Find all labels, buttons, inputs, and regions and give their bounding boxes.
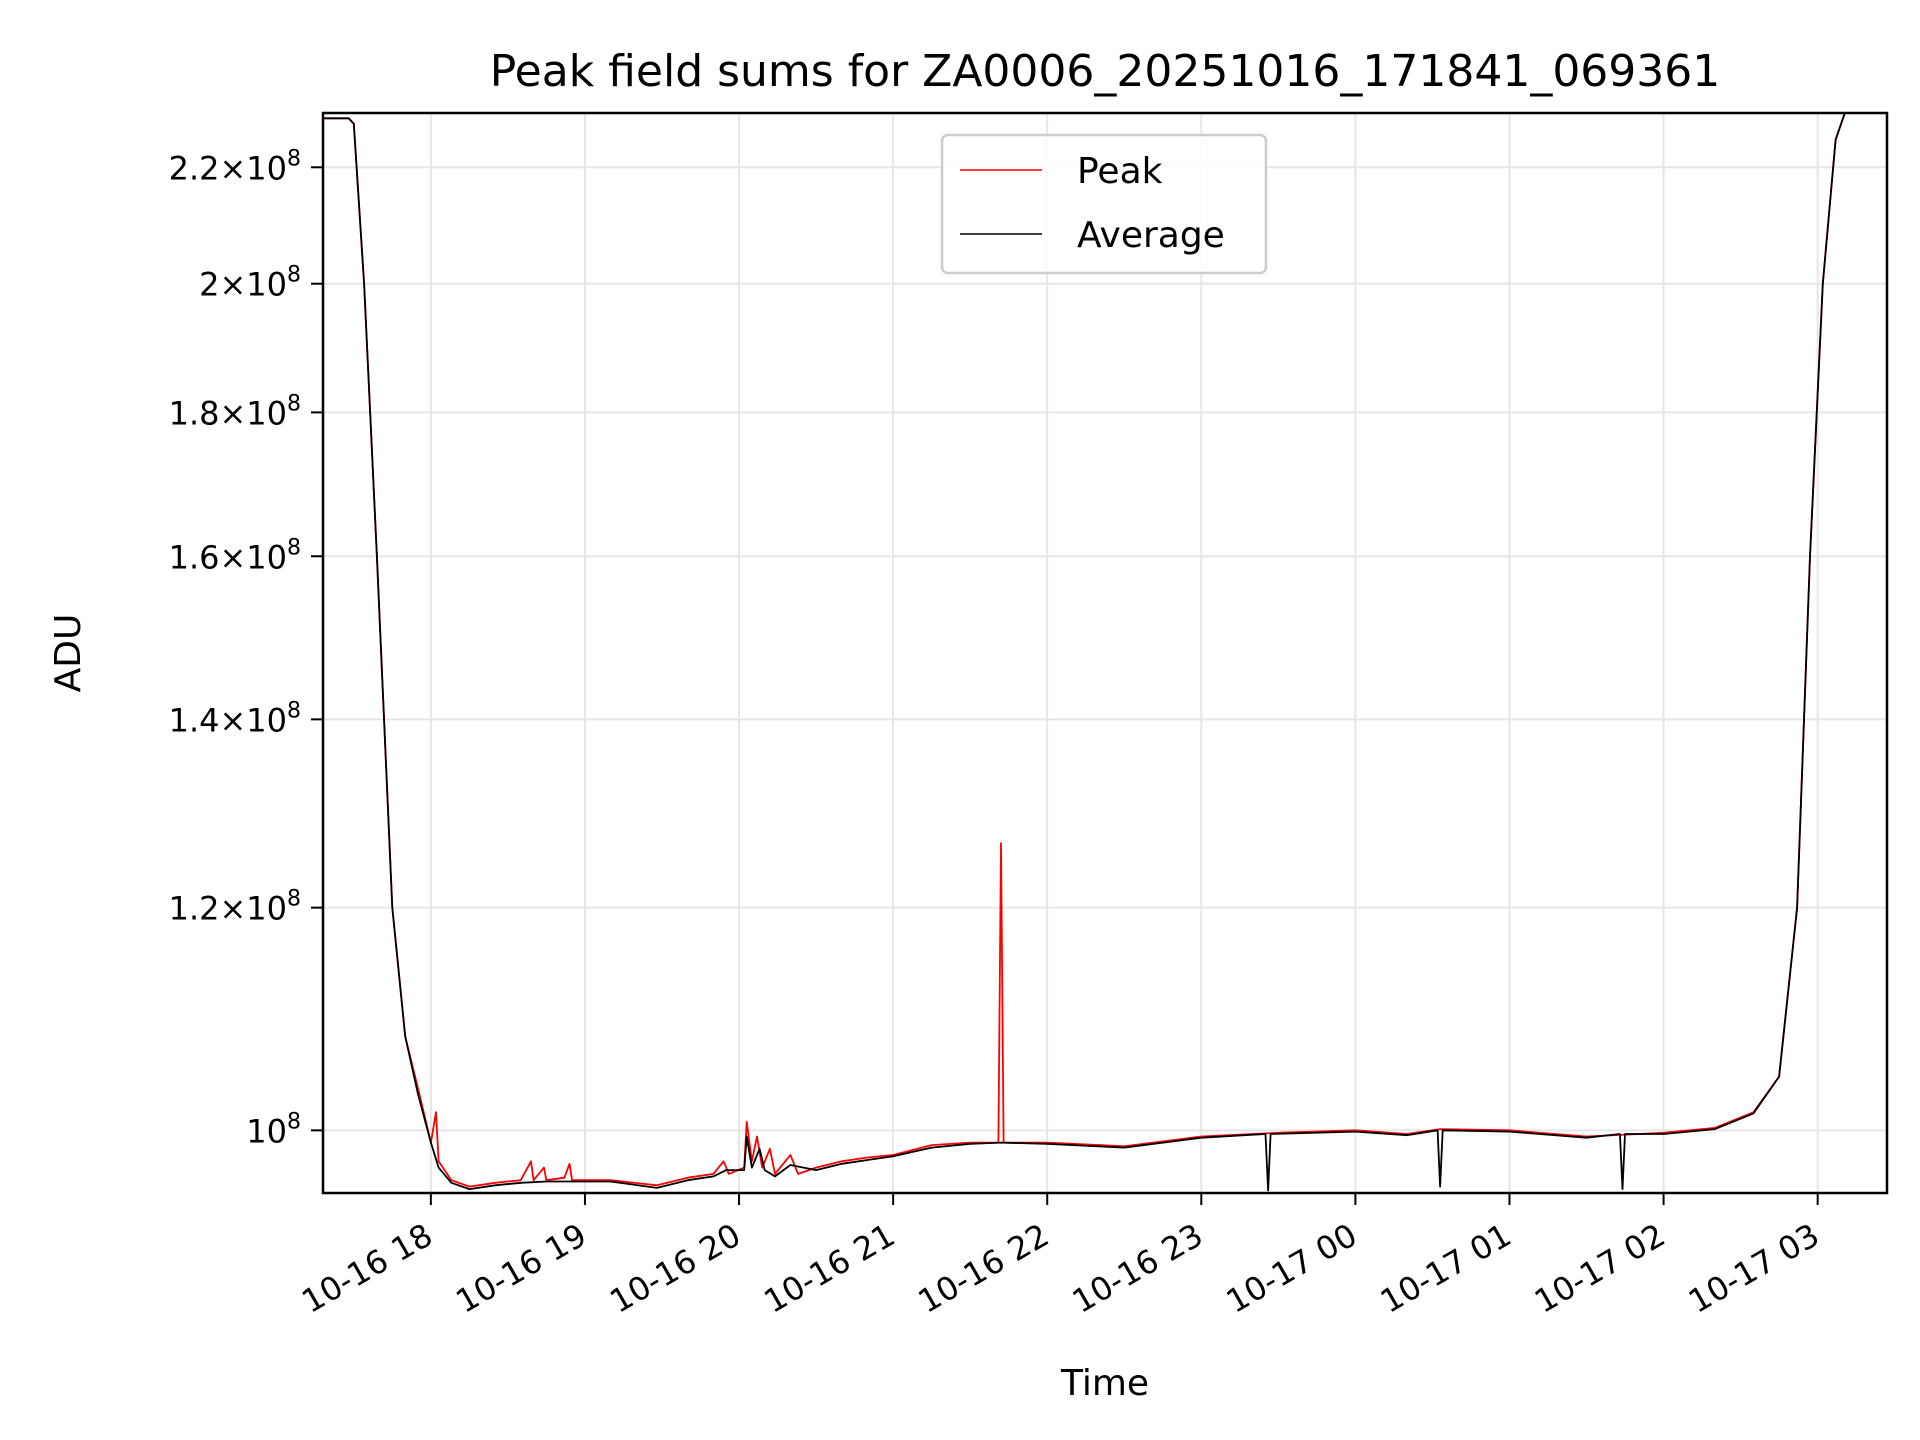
grid-layer (323, 113, 1887, 1193)
chart-title: Peak field sums for ZA0006_20251016_1718… (490, 46, 1721, 97)
series-layer (323, 113, 1846, 1192)
y-tick-label: 2.2×108 (169, 146, 301, 187)
legend-label-average: Average (1077, 215, 1225, 256)
x-tick-label: 10-16 21 (758, 1216, 902, 1321)
series-line-average (323, 113, 1846, 1192)
x-tick-label: 10-17 02 (1528, 1216, 1672, 1321)
x-tick-label: 10-16 22 (912, 1216, 1056, 1321)
x-axis-label: Time (1060, 1363, 1149, 1404)
y-tick-label: 108 (246, 1109, 301, 1150)
x-tick-label: 10-16 23 (1066, 1216, 1210, 1321)
y-tick-label: 1.6×108 (169, 535, 301, 576)
x-tick-label: 10-17 01 (1374, 1216, 1518, 1321)
x-tick-label: 10-17 00 (1220, 1216, 1364, 1321)
x-tick-label: 10-16 20 (603, 1216, 747, 1321)
y-tick-label: 2×108 (199, 263, 301, 304)
x-tick-label: 10-17 03 (1682, 1216, 1826, 1321)
tick-layer: 10-16 18 10-16 19 10-16 20 10-16 21 10-16 22… (169, 146, 1826, 1320)
x-tick-label: 10-16 19 (449, 1216, 593, 1321)
plot-frame (321, 111, 1889, 1195)
y-tick-label: 1.2×108 (169, 887, 301, 928)
x-tick-label: 10-16 18 (295, 1216, 439, 1321)
legend: Peak Average (940, 133, 1268, 275)
legend-label-peak: Peak (1077, 151, 1163, 192)
y-tick-label: 1.8×108 (169, 391, 301, 432)
y-axis-label: ADU (48, 614, 89, 693)
y-tick-label: 1.4×108 (169, 698, 301, 739)
